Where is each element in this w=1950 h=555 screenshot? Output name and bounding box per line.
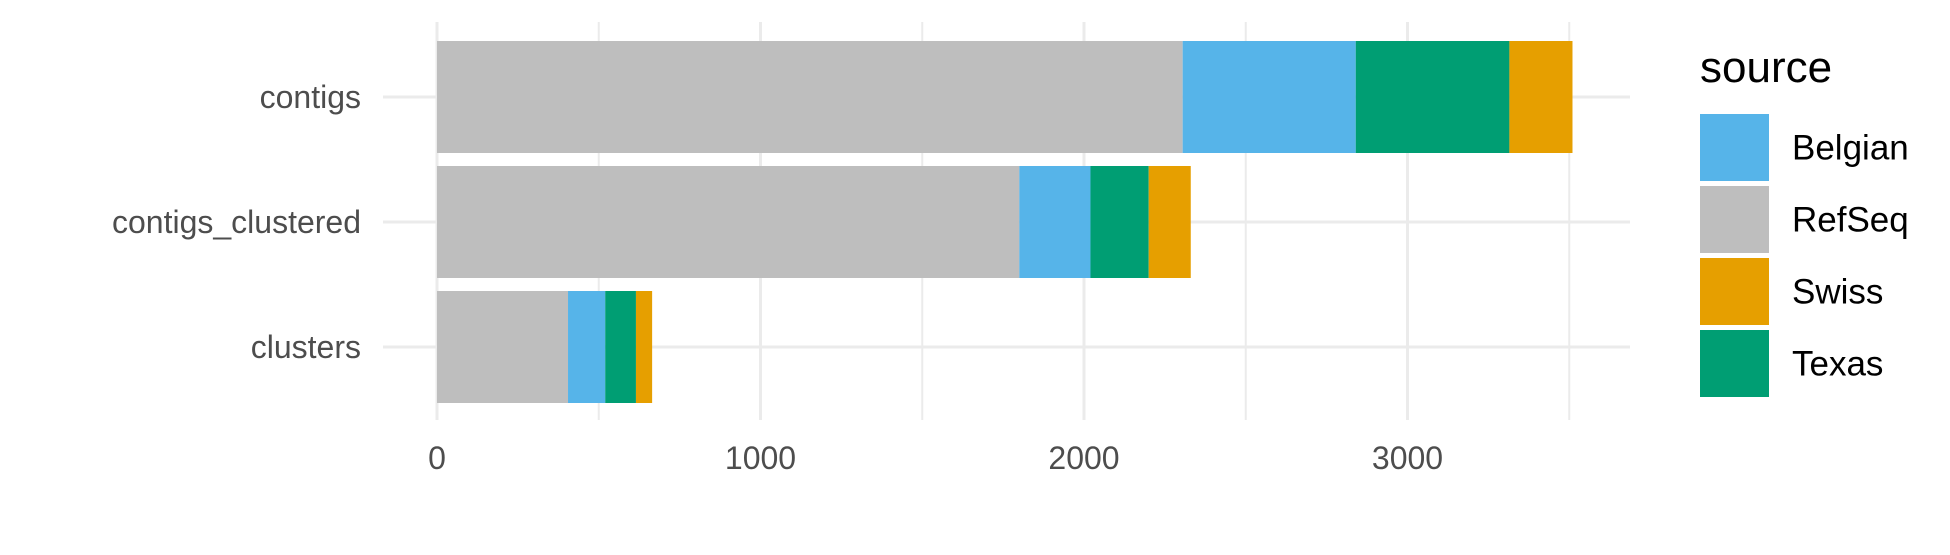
legend-label: RefSeq: [1792, 201, 1909, 240]
legend-title: source: [1700, 43, 1832, 92]
bar-segment-refseq: [437, 41, 1183, 153]
bar-segment-refseq: [437, 166, 1020, 278]
y-tick-label: clusters: [251, 329, 361, 365]
x-tick-label: 0: [428, 440, 446, 476]
y-tick-label: contigs: [260, 79, 361, 115]
x-axis: 0 1000 2000 3000: [428, 440, 1443, 476]
legend-label: Texas: [1792, 345, 1883, 384]
legend-key-belgian: [1700, 114, 1769, 181]
bar-segment-swiss: [1148, 166, 1191, 278]
legend-label: Swiss: [1792, 273, 1883, 312]
x-tick-label: 2000: [1048, 440, 1119, 476]
legend-key-refseq: [1700, 186, 1769, 253]
y-axis: contigs contigs_clustered clusters: [112, 79, 361, 365]
bar-segment-texas: [1355, 41, 1510, 153]
bar-segment-texas: [605, 291, 636, 403]
legend: source Belgian RefSeq Swiss Texas: [1700, 43, 1909, 397]
legend-key-swiss: [1700, 258, 1769, 325]
bar-segment-belgian: [1182, 41, 1356, 153]
bar-segment-belgian: [568, 291, 606, 403]
legend-key-texas: [1700, 330, 1769, 397]
bar-segment-swiss: [635, 291, 653, 403]
bars: [437, 41, 1573, 403]
y-tick-label: contigs_clustered: [112, 204, 361, 240]
bar-segment-refseq: [437, 291, 569, 403]
legend-label: Belgian: [1792, 129, 1909, 168]
x-tick-label: 1000: [725, 440, 796, 476]
bar-segment-belgian: [1019, 166, 1091, 278]
x-tick-label: 3000: [1372, 440, 1443, 476]
bar-segment-texas: [1090, 166, 1149, 278]
bar-segment-swiss: [1509, 41, 1573, 153]
